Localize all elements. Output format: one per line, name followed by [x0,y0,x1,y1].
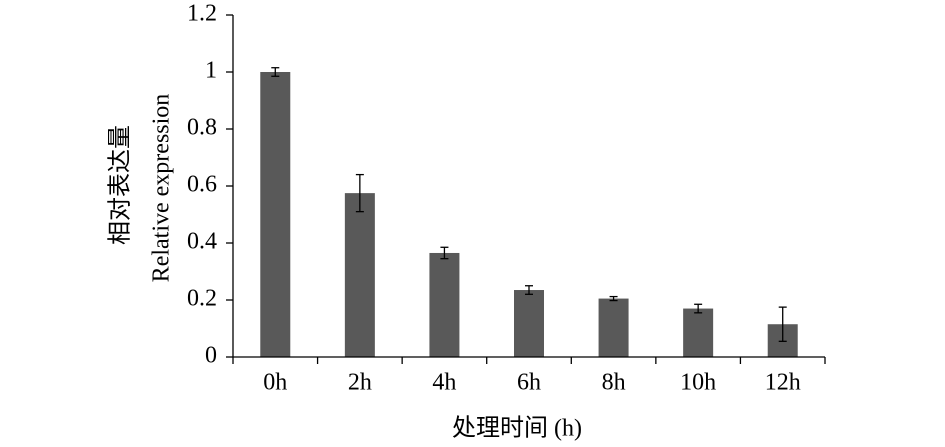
y-tick-label: 0.2 [187,286,217,312]
bar [514,290,544,357]
x-tick-label: 4h [432,370,456,396]
x-tick-label: 10h [680,370,716,396]
x-tick-label: 0h [263,370,287,396]
y-tick-label: 0.6 [187,172,217,198]
x-tick-label: 2h [348,370,372,396]
error-bar [440,246,449,260]
y-tick-label: 0.4 [187,229,217,255]
error-bar [355,173,364,213]
y-tick-label: 1 [205,58,217,84]
x-tick-label: 6h [517,370,541,396]
x-tick-label: 8h [602,370,626,396]
y-axis-label-cn: 相对表达量 [107,125,134,245]
bar [260,72,291,357]
y-tick-label: 0.8 [187,115,217,141]
error-bar [271,67,280,77]
error-bar [694,303,703,314]
y-tick-label: 1.2 [187,1,217,27]
bar [683,308,714,357]
x-axis-label: 处理时间 (h) [452,415,582,442]
y-axis-label-en: Relative expression [149,94,175,283]
error-bar [525,285,533,295]
bar [429,252,460,357]
error-bar [609,295,618,302]
bar [598,298,629,357]
y-tick-label: 0 [205,343,217,369]
bar [344,193,375,357]
x-tick-label: 12h [765,370,801,396]
error-bar [778,306,787,342]
